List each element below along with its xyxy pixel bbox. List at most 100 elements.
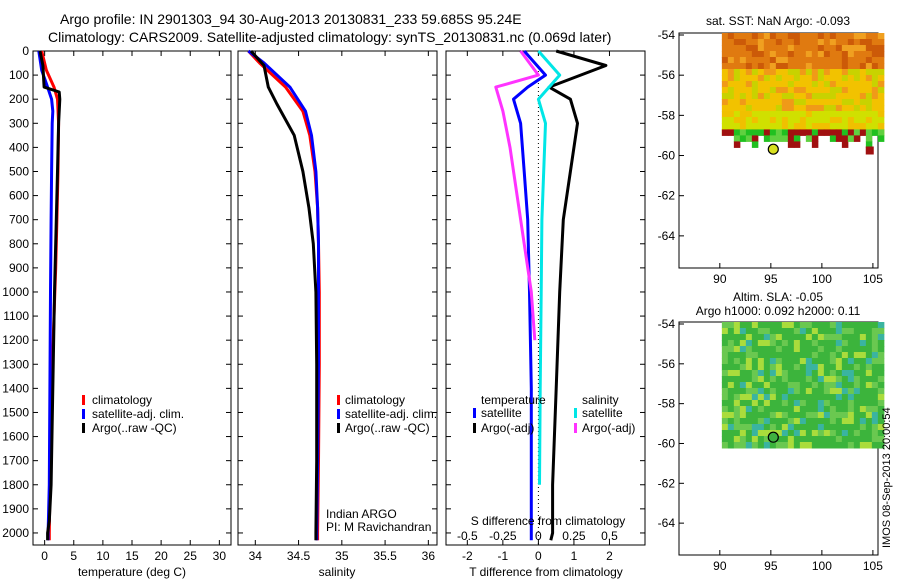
map-cell [853,418,861,425]
map-cell [865,442,873,449]
map-cell [721,51,729,58]
map-cell [763,376,771,383]
map-cell [793,69,801,76]
map-cell [817,442,825,449]
map-cell [877,322,885,329]
map-cell [787,99,795,106]
map-cell [823,340,831,347]
y-tick-label: 700 [9,213,29,227]
y-tick-label: -60 [658,436,676,450]
map-cell [775,45,783,52]
map-cell [739,346,747,353]
map-cell [865,75,873,82]
map-cell [823,99,831,106]
map-cell [817,352,825,359]
map-cell [865,322,873,329]
ice-edge-cell [823,129,831,136]
map-cell [847,69,855,76]
map-cell [763,334,771,341]
map-cell [871,45,879,52]
map-cell [877,442,885,449]
map-cell [781,442,789,449]
map-cell [733,364,741,371]
map-cell [793,39,801,46]
map-cell [721,424,729,431]
map-cell [817,69,825,76]
map-cell [763,328,771,335]
map-cell [793,45,801,52]
map-cell [847,111,855,118]
map-cell [811,430,819,437]
map-cell [787,400,795,407]
map-cell [799,436,807,443]
map-cell [793,358,801,365]
map-cell [781,382,789,389]
map-cell [763,111,771,118]
map-cell [871,39,879,46]
map-cell [841,57,849,64]
map-cell [871,406,879,413]
map-cell [829,352,837,359]
map-cell [727,334,735,341]
map-cell [733,334,741,341]
map-cell [823,394,831,401]
map-cell [721,69,729,76]
sst-map-panel: sat. SST: NaN Argo: -0.093 90 95 100 105 -54… [658,14,885,286]
map-cell [757,394,765,401]
map-cell [877,51,885,58]
map-cell [871,340,879,347]
map-cell [847,57,855,64]
map-cell [739,69,747,76]
map-cell [799,352,807,359]
ice-edge-cell [853,135,861,142]
legend-swatch-satellite [82,409,85,419]
map-cell [823,382,831,389]
map-cell [727,346,735,353]
map-cell [793,334,801,341]
map-cell [805,412,813,419]
map-cell [745,33,753,40]
map-cell [865,364,873,371]
map-cell [787,81,795,88]
map-cell [835,81,843,88]
map-cell [847,334,855,341]
map-cell [835,352,843,359]
map-cell [823,334,831,341]
map-cell [781,352,789,359]
map-cell [823,328,831,335]
y-tick-label: -54 [658,28,676,42]
map-cell [745,69,753,76]
map-cell [793,81,801,88]
map-cell [829,87,837,94]
map-cell [745,436,753,443]
map-cell [769,424,777,431]
map-cell [733,400,741,407]
map-cell [847,39,855,46]
map-cell [781,370,789,377]
salinity-x-label: salinity [319,565,356,579]
map-cell [727,352,735,359]
x-tick-label: 5 [70,549,77,563]
map-cell [817,406,825,413]
map-cell [763,388,771,395]
map-cell [739,33,747,40]
map-cell [745,45,753,52]
map-cell [811,123,819,130]
map-cell [727,328,735,335]
map-cell [817,328,825,335]
map-cell [871,430,879,437]
map-cell [751,412,759,419]
map-cell [859,87,867,94]
map-cell [781,346,789,353]
map-cell [769,364,777,371]
map-cell [745,81,753,88]
ice-edge-cell [877,129,885,136]
map-cell [739,93,747,100]
map-cell [763,123,771,130]
map-cell [841,442,849,449]
map-cell [775,382,783,389]
map-cell [841,412,849,419]
map-cell [799,93,807,100]
map-cell [733,87,741,94]
map-cell [799,442,807,449]
